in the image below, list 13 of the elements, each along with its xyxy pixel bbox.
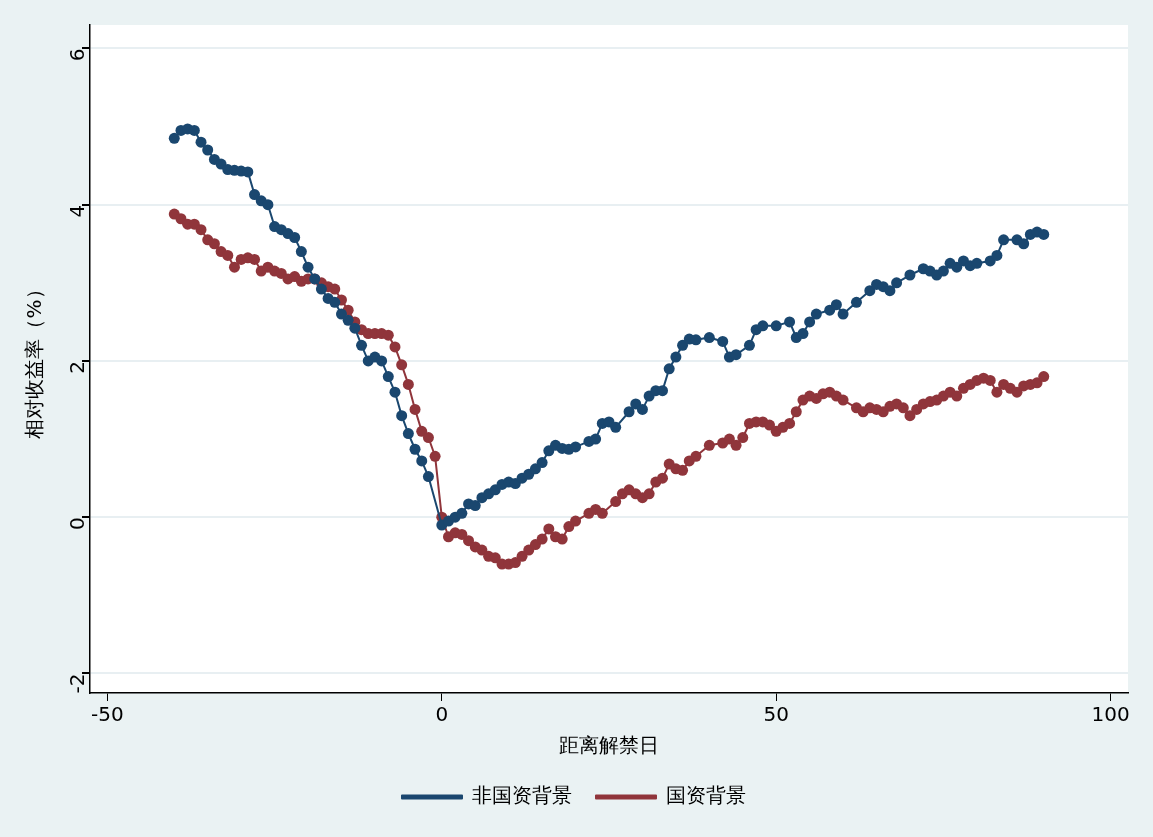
- x-tick-label: -50: [91, 702, 124, 727]
- y-tick-label: 0: [65, 517, 90, 530]
- x-tick-label: 100: [1091, 702, 1130, 727]
- x-axis-title: 距离解禁日: [559, 733, 659, 758]
- y-tick-label: -2: [65, 673, 90, 694]
- legend-label: 非国资背景: [472, 783, 572, 808]
- legend-label: 国资背景: [666, 783, 746, 808]
- x-tick-label: 0: [435, 702, 449, 727]
- x-tick-label: 50: [763, 702, 789, 727]
- y-tick-label: 4: [65, 204, 90, 218]
- y-axis-title: 相对收益率（%）: [22, 279, 47, 439]
- y-tick-label: 6: [65, 48, 90, 62]
- y-tick-label: 2: [65, 360, 90, 374]
